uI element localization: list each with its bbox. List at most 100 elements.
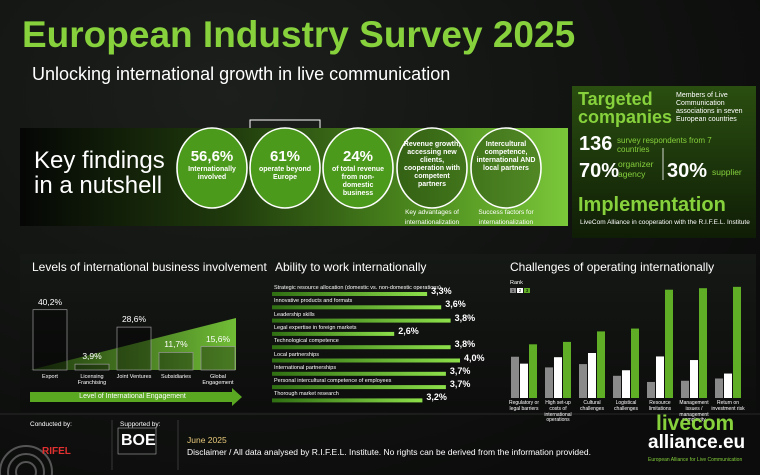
legend-swatch — [517, 288, 523, 293]
legend-label: 3 — [525, 288, 529, 293]
chart-title: Ability to work internationally — [275, 260, 427, 274]
bar — [647, 381, 655, 398]
chart-title: Levels of international business involve… — [32, 260, 267, 274]
bar — [588, 353, 596, 398]
finding-caption: Success factors for internationalization — [478, 209, 534, 226]
value-label: 28,6% — [121, 314, 147, 325]
bar — [272, 305, 442, 310]
bar — [272, 318, 451, 323]
finding-text: Intercultural competence, international … — [476, 141, 536, 173]
bar — [665, 289, 673, 398]
legend-title: Rank — [510, 280, 523, 286]
value-label: 15,6% — [205, 333, 231, 344]
y-tick-label: Innovative products and formats — [274, 298, 353, 305]
bar — [116, 326, 152, 371]
brand-top: livecom — [656, 412, 735, 435]
boe-logo: BOE — [121, 432, 156, 449]
bar — [681, 380, 689, 398]
value-label: 3,7% — [449, 365, 471, 376]
implementation-title: Implementation — [578, 194, 726, 216]
finding-circle — [470, 127, 542, 209]
finding-text: Internationally involved — [188, 166, 236, 182]
x-tick-label: Licensing Franchising — [77, 374, 107, 387]
subtitle: Unlocking international growth in live c… — [32, 64, 451, 84]
bar — [529, 344, 537, 398]
y-tick-label: Thorough market research — [274, 391, 339, 398]
x-tick-label: Cultural challenges — [580, 400, 604, 412]
finding-text: operate beyond Europe — [258, 166, 312, 182]
bar — [724, 373, 732, 398]
targeted-description: Members of Live Communication associatio… — [676, 92, 743, 124]
finding-circle — [176, 127, 248, 209]
x-tick-label: Resource limitations — [648, 400, 672, 412]
value-label: 3,3% — [431, 286, 452, 296]
bar — [32, 309, 68, 371]
bar — [200, 346, 236, 371]
bar — [733, 286, 741, 398]
bar — [699, 288, 707, 398]
x-tick-label: Subsidiaries — [161, 374, 191, 380]
value-label: 3,8% — [454, 339, 476, 350]
y-tick-label: International partnerships — [274, 364, 337, 371]
bar — [613, 375, 621, 398]
supplier-number: 30% — [667, 160, 708, 182]
y-tick-label: Local partnerships — [274, 351, 319, 358]
x-tick-label: Global Engagement — [202, 374, 234, 387]
y-tick-label: Legal expertise in foreign markets — [274, 324, 357, 331]
boe-frame — [117, 427, 157, 455]
bar — [579, 364, 587, 398]
bar — [656, 356, 664, 398]
disclaimer: Disclaimer / All data analysed by R.I.F.… — [187, 447, 591, 457]
supported-by: Supported by: — [120, 421, 161, 428]
bar — [690, 360, 698, 398]
value-label: 3,8% — [454, 312, 476, 323]
value-label: 11,7% — [164, 339, 188, 350]
organizer-text: organizer agency — [618, 159, 654, 179]
x-tick-label: Joint Ventures — [116, 374, 152, 380]
bar — [597, 331, 605, 398]
date: June 2025 — [187, 435, 227, 445]
x-tick-label: Return on investment risk — [711, 400, 745, 412]
implementation-text: LiveCom Alliance in cooperation with the… — [580, 219, 750, 226]
bar — [272, 358, 460, 363]
finding-text: Revenue growth, accessing new clients, c… — [403, 141, 461, 189]
chart-title: Challenges of operating internationally — [510, 260, 715, 274]
legend-swatch — [510, 288, 516, 293]
finding-value: 61% — [269, 148, 301, 165]
title: European Industry Survey 2025 — [22, 14, 576, 55]
bar — [272, 292, 428, 296]
y-tick-label: Strategic resource allocation (domestic … — [274, 285, 441, 291]
x-tick-label: Logistical challenges — [614, 400, 638, 412]
bar — [554, 357, 562, 398]
x-tick-label: High set-up costs of international opera… — [544, 400, 572, 424]
bar — [622, 370, 630, 398]
respondents-number: 136 — [579, 133, 613, 155]
y-tick-label: Personal intercultural competence of emp… — [274, 378, 392, 385]
bar — [272, 371, 446, 376]
legend-label: 2 — [518, 288, 522, 293]
bar — [158, 352, 194, 371]
connector — [249, 119, 321, 128]
legend-swatch — [524, 288, 530, 293]
value-label: 4,0% — [464, 352, 485, 363]
bar — [272, 331, 395, 336]
finding-caption: Key advantages of internationalization — [404, 209, 460, 226]
finding-circle — [249, 127, 321, 209]
bar — [272, 398, 423, 403]
finding-value: 24% — [342, 148, 374, 165]
x-tick-label: Export — [42, 374, 58, 380]
x-tick-label: Regulatory or legal barriers — [508, 400, 539, 412]
brand-bottom: alliance.eu — [648, 432, 746, 453]
bar — [74, 363, 110, 371]
conducted-by: Conducted by: — [30, 421, 72, 428]
value-label: 2,6% — [398, 325, 419, 336]
supplier-text: supplier — [712, 167, 742, 177]
respondents-text: survey respondents from 7 countries — [617, 136, 712, 155]
bar — [545, 367, 553, 398]
bar — [563, 341, 571, 398]
value-label: 3,9% — [82, 351, 102, 362]
organizer-number: 70% — [579, 160, 620, 182]
rifel-arcs — [0, 445, 53, 475]
